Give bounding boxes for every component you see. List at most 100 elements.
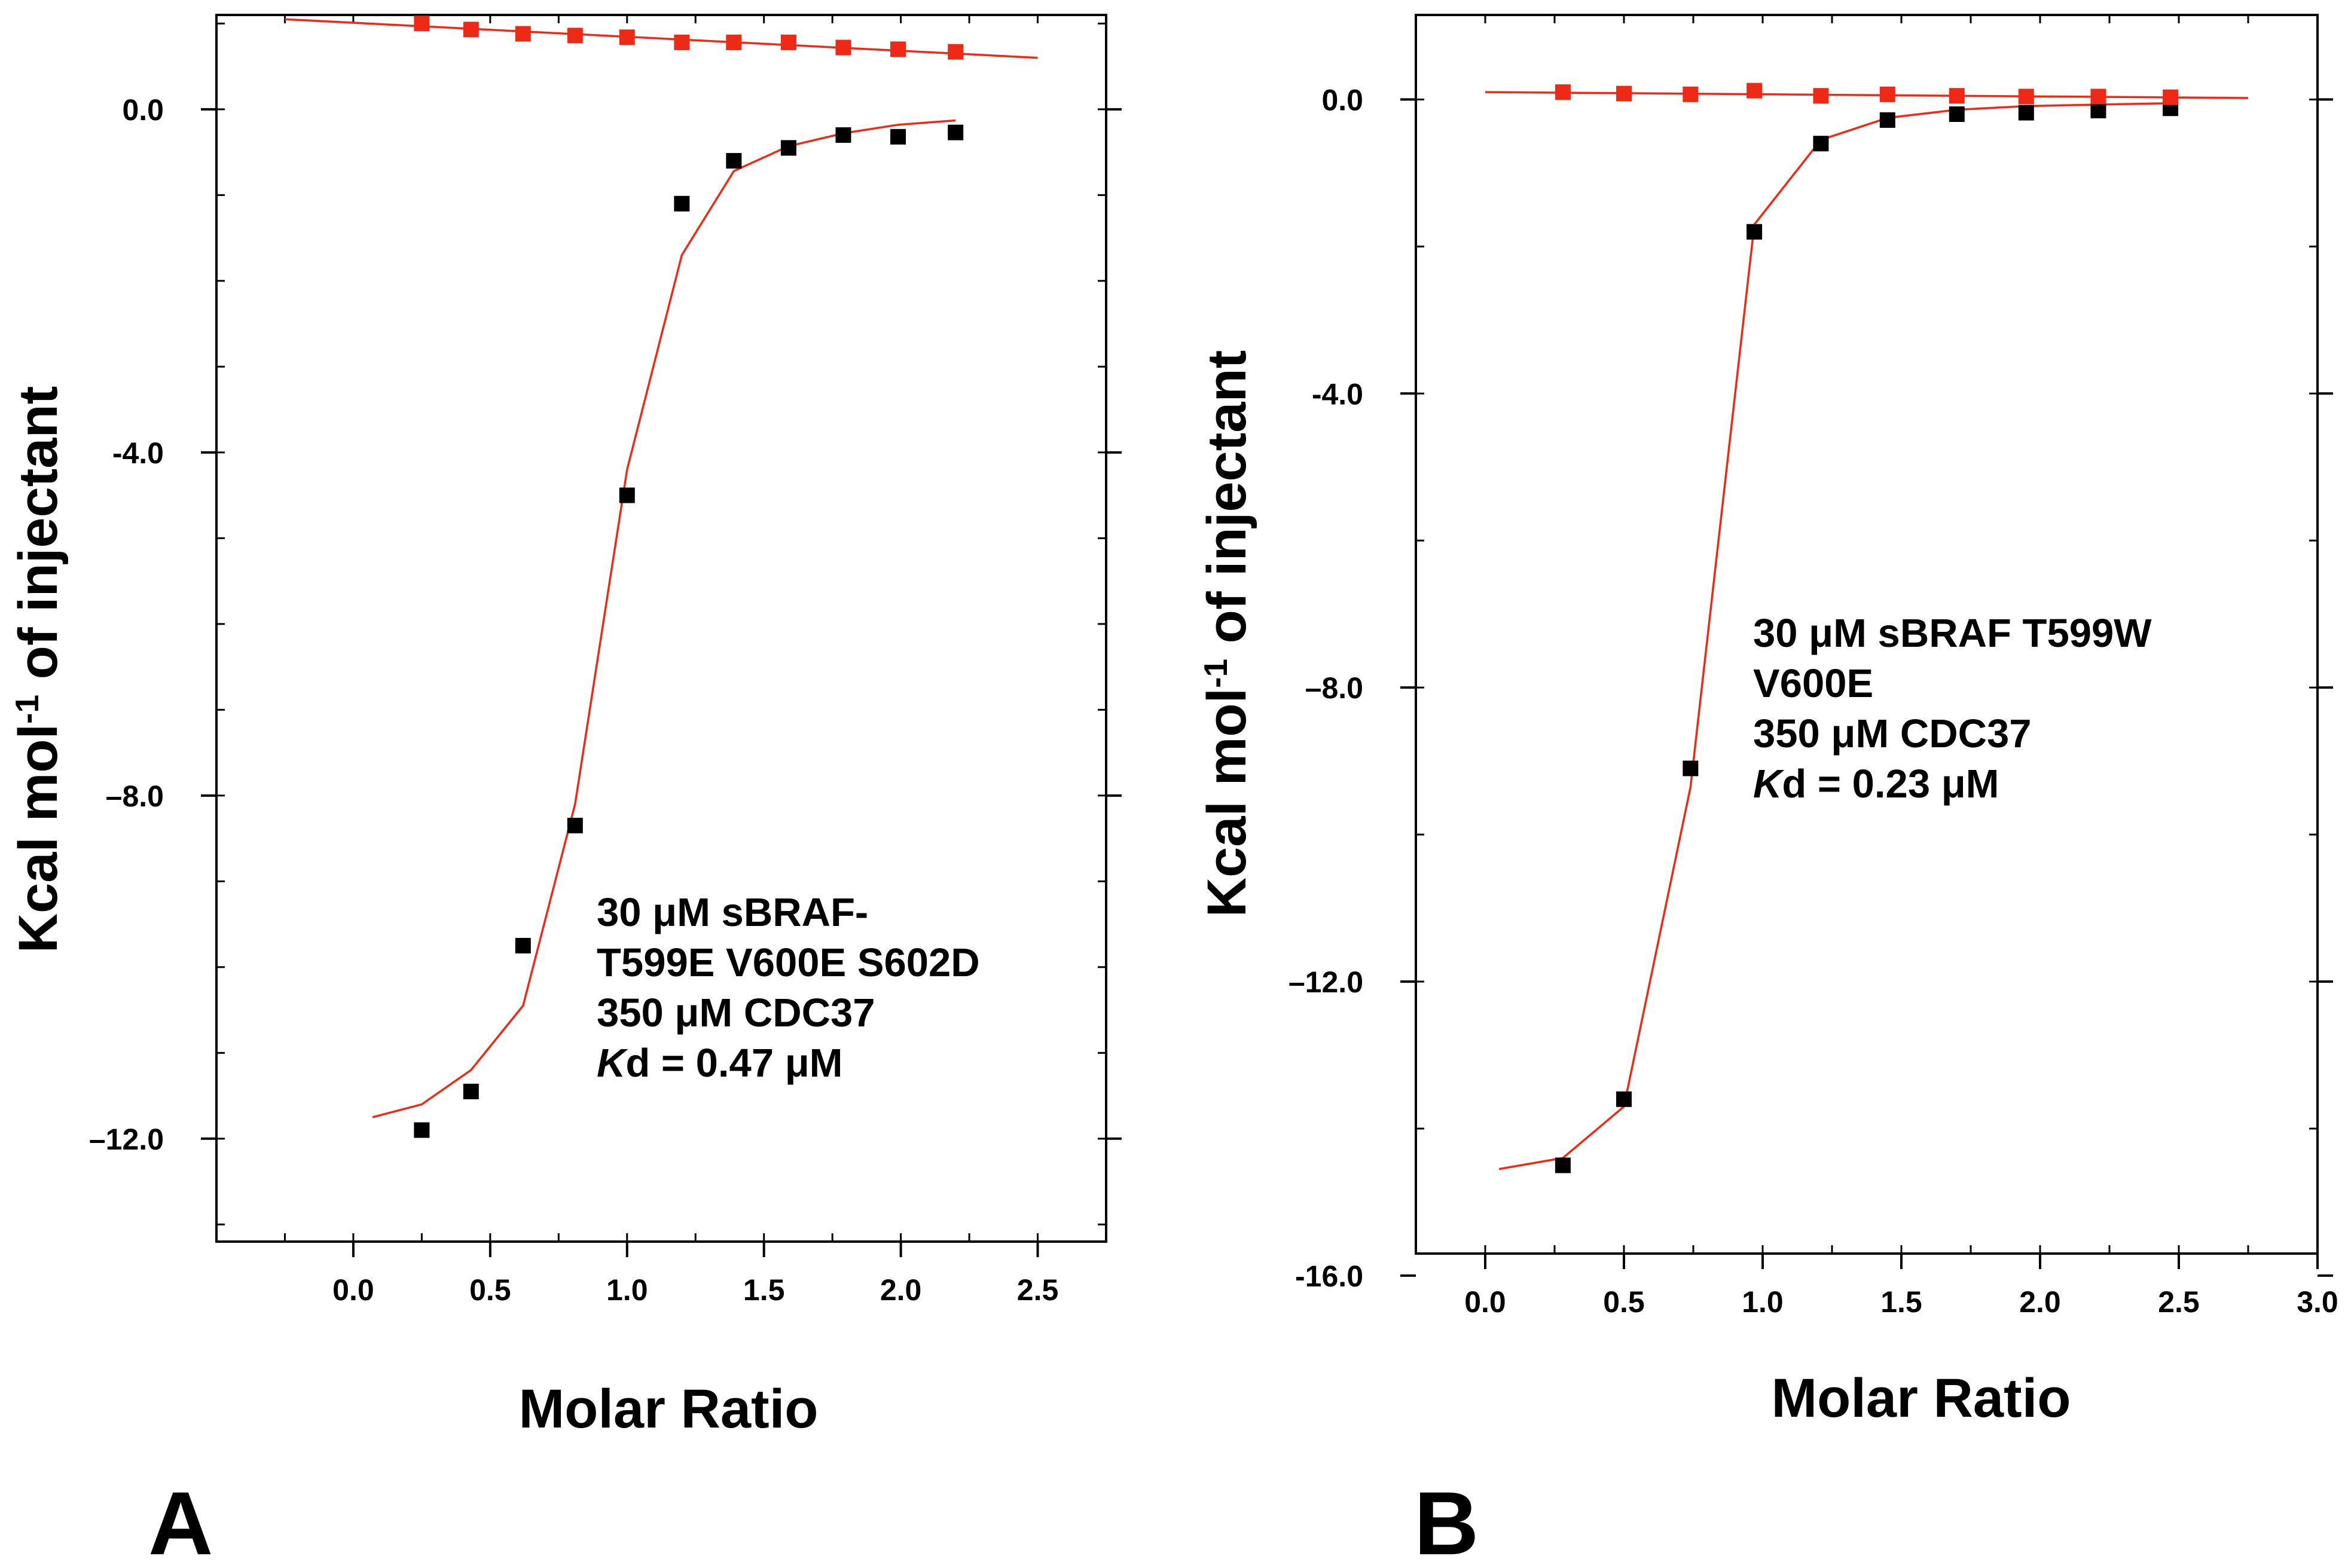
x-tick-label: 1.5: [1880, 1285, 1922, 1319]
data-points: [414, 16, 964, 1138]
y-tick-label: -4.0: [112, 436, 164, 470]
tick-labels: 0.0 0.5 1.0 1.5 2.0 2.5 0.0 -4.0 –8.0 –12.0: [89, 93, 1058, 1307]
control-point: [780, 34, 796, 50]
x-axis-title: Molar Ratio: [1772, 1368, 2071, 1429]
sample-fit-line: [372, 119, 956, 1118]
control-point: [2090, 88, 2106, 105]
panel-b: 0.0 0.5 1.0 1.5 2.0 2.5 3.0 0.0 -4.0 –8.0 –12.0 -16…: [1196, 14, 2338, 1568]
sample-point: [1879, 112, 1895, 128]
sample-point: [948, 124, 964, 140]
control-point: [2163, 89, 2179, 105]
sample-point: [890, 129, 906, 145]
y-tick-label: –8.0: [1305, 671, 1363, 705]
sample-point: [619, 487, 635, 503]
sample-point: [780, 140, 796, 156]
control-point: [1879, 86, 1895, 102]
annotation: 30 μM sBRAF- T599E V600E S602D 350 μM CD…: [597, 890, 991, 1086]
control-point: [948, 44, 964, 60]
sample-point: [567, 818, 583, 834]
annotation-kd: d = 0.23 μM: [1782, 762, 1999, 806]
panel-label: B: [1414, 1473, 1479, 1568]
control-point: [1616, 85, 1632, 102]
fit-lines: [285, 18, 1038, 1118]
control-fit-line: [1485, 91, 2249, 99]
sample-point: [1949, 106, 1965, 123]
sample-point: [2090, 102, 2106, 118]
control-point: [890, 41, 906, 57]
y-axis-title: Kcal mol-1 of injectant: [8, 386, 69, 953]
sample-point: [1616, 1091, 1632, 1107]
x-tick-label: 3.0: [2297, 1285, 2338, 1319]
annotation-line: 350 μM CDC37: [1753, 711, 2032, 756]
annotation-kd-italic: K: [597, 1041, 628, 1086]
y-tick-label: 0.0: [122, 93, 164, 127]
sample-point: [1747, 224, 1763, 240]
y-tick-label: 0.0: [1321, 83, 1363, 117]
control-point: [2018, 88, 2034, 105]
annotation-line: 30 μM sBRAF-: [597, 890, 868, 935]
y-tick-label: –12.0: [1289, 965, 1363, 999]
x-tick-label: 0.5: [1603, 1285, 1645, 1319]
y-axis-title: Kcal mol-1 of injectant: [1196, 350, 1257, 918]
y-axis-title-rest: of injectant: [1196, 350, 1257, 659]
control-point: [515, 26, 531, 42]
y-tick-label: –8.0: [106, 780, 164, 813]
x-tick-label: 0.0: [1464, 1285, 1506, 1319]
data-points: [1555, 82, 2179, 1173]
x-tick-label: 2.0: [880, 1273, 922, 1307]
y-tick-label: -4.0: [1312, 377, 1363, 411]
y-axis-title-main: Kcal mol: [8, 724, 69, 953]
control-point: [619, 29, 635, 45]
panel-a: 0.0 0.5 1.0 1.5 2.0 2.5 0.0 -4.0 –8.0 –12.0 Molar…: [8, 14, 1122, 1568]
sample-point: [414, 1122, 430, 1138]
x-tick-label: 1.0: [606, 1273, 648, 1307]
x-tick-label: 0.0: [332, 1273, 374, 1307]
sample-point: [1813, 136, 1829, 152]
control-point: [1813, 88, 1829, 104]
annotation-kd-italic: K: [1753, 762, 1785, 806]
x-tick-label: 2.0: [2019, 1285, 2061, 1319]
sample-point: [2018, 105, 2034, 121]
y-tick-label: –12.0: [89, 1123, 164, 1156]
sample-point: [835, 127, 851, 143]
control-point: [463, 22, 479, 38]
annotation-line: T599E V600E S602D: [597, 940, 980, 985]
control-point: [1747, 82, 1763, 99]
x-tick-label: 2.5: [2158, 1285, 2200, 1319]
control-point: [567, 27, 583, 44]
x-tick-label: 1.0: [1742, 1285, 1784, 1319]
panel-label: A: [148, 1473, 213, 1568]
axis-ticks: [201, 15, 1122, 1257]
control-point: [1555, 84, 1571, 100]
x-tick-label: 0.5: [469, 1273, 511, 1307]
plot-frame: [215, 14, 1107, 1243]
y-axis-title-sup: -1: [1197, 659, 1234, 688]
control-point: [835, 39, 851, 56]
y-axis-title-rest: of injectant: [8, 386, 69, 695]
sample-point: [674, 195, 690, 212]
control-point: [1949, 88, 1965, 104]
y-axis-title-sup: -1: [8, 695, 45, 724]
x-tick-label: 2.5: [1017, 1273, 1059, 1307]
plot-frame: [1415, 14, 2319, 1255]
axis-ticks: [1400, 15, 2333, 1277]
y-axis-title-main: Kcal mol: [1196, 688, 1257, 917]
x-tick-label: 1.5: [743, 1273, 785, 1307]
control-point: [414, 16, 430, 32]
control-fit-line: [285, 18, 1038, 59]
annotation-line: 30 μM sBRAF T599W: [1753, 611, 2152, 656]
sample-point: [1555, 1157, 1571, 1173]
sample-point: [515, 937, 531, 953]
annotation-line: V600E: [1753, 661, 1873, 706]
sample-point: [1683, 760, 1699, 777]
tick-labels: 0.0 0.5 1.0 1.5 2.0 2.5 3.0 0.0 -4.0 –8.0 –12.0 -16…: [1289, 83, 2338, 1319]
annotation: 30 μM sBRAF T599W V600E 350 μM CDC37 Kd …: [1753, 611, 2163, 806]
x-axis-title: Molar Ratio: [519, 1379, 819, 1439]
control-point: [726, 34, 742, 50]
control-point: [1683, 86, 1699, 102]
annotation-kd: d = 0.47 μM: [625, 1041, 842, 1086]
sample-point: [463, 1083, 479, 1099]
annotation-line: 350 μM CDC37: [597, 991, 875, 1035]
